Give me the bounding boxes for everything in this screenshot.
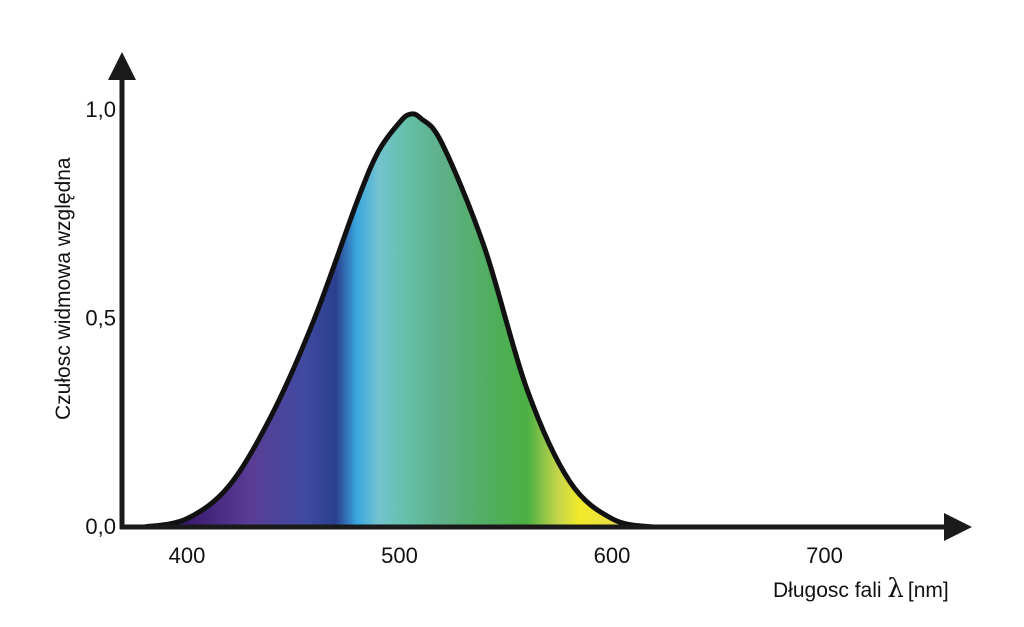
curve-layer xyxy=(144,111,697,530)
y-tick-labels: 0,0 0,5 1,0 xyxy=(85,97,116,539)
x-axis-arrow xyxy=(944,513,972,541)
lambda-symbol: λ xyxy=(887,574,903,604)
x-axis-label-unit: [nm] xyxy=(908,579,949,602)
x-tick-label: 400 xyxy=(169,543,206,568)
y-tick-label: 0,5 xyxy=(85,306,116,331)
x-tick-label: 500 xyxy=(381,543,418,568)
x-axis-label-prefix: Długosc fali xyxy=(773,579,887,602)
x-tick-label: 600 xyxy=(594,543,631,568)
y-tick-label: 1,0 xyxy=(85,97,116,122)
sensitivity-curve xyxy=(144,111,697,530)
y-tick-label: 0,0 xyxy=(85,514,116,539)
x-axis-label: Długosc fali λ [nm] xyxy=(773,574,949,604)
x-tick-label: 700 xyxy=(806,543,843,568)
y-axis-label: Czułosc widmowa względna xyxy=(52,157,75,420)
spectrum-area xyxy=(144,113,697,528)
y-axis-arrow xyxy=(108,52,136,80)
x-tick-labels: 400 500 600 700 xyxy=(169,543,843,568)
